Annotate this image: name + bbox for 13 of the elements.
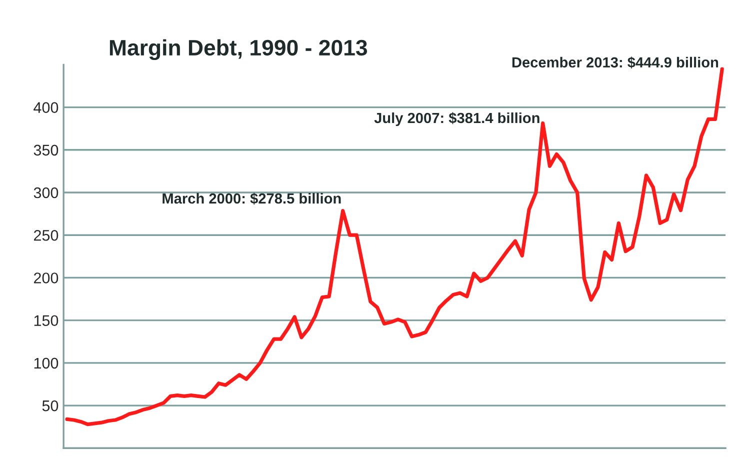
y-tick-label: 300	[34, 187, 58, 198]
annotation: July 2007: $381.4 billion	[374, 112, 540, 126]
annotation: March 2000: $278.5 billion	[162, 192, 341, 205]
y-tick-label: 150	[34, 315, 58, 326]
annotation: December 2013: $444.9 billion	[512, 56, 718, 68]
line-series	[65, 67, 724, 426]
y-tick-label: 350	[34, 144, 58, 156]
chart-title: Margin Debt, 1990 - 2013	[110, 39, 368, 60]
y-tick-label: 50	[42, 400, 58, 412]
y-tick-label: 400	[34, 102, 58, 113]
y-tick-label: 200	[34, 272, 58, 284]
y-tick-label: 250	[34, 230, 58, 241]
y-tick-label: 100	[34, 358, 58, 369]
